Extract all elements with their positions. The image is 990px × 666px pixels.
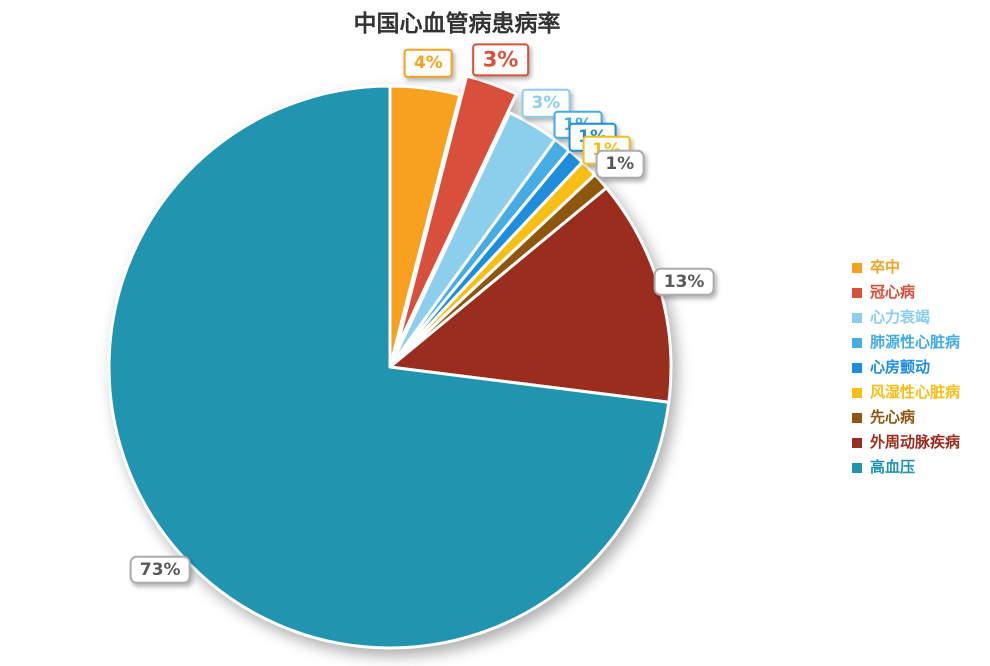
legend-item-先心病[interactable]: 先心病 — [852, 405, 960, 430]
legend-label-风湿性心脏病: 风湿性心脏病 — [870, 383, 961, 401]
legend-label-肺源性心脏病: 肺源性心脏病 — [870, 333, 961, 351]
legend-item-卒中[interactable]: 卒中 — [852, 255, 960, 280]
legend-swatch-高血压 — [852, 462, 862, 473]
legend-item-冠心病[interactable]: 冠心病 — [852, 280, 960, 305]
legend-label-心力衰竭: 心力衰竭 — [870, 308, 931, 326]
legend-label-冠心病: 冠心病 — [870, 283, 916, 301]
legend-item-心力衰竭[interactable]: 心力衰竭 — [852, 305, 960, 330]
legend-label-卒中: 卒中 — [870, 258, 901, 276]
pie-slice-高血压[interactable] — [107, 84, 671, 650]
legend-item-风湿性心脏病[interactable]: 风湿性心脏病 — [852, 380, 960, 405]
legend-item-心房颤动[interactable]: 心房颤动 — [852, 355, 960, 380]
legend-swatch-肺源性心脏病 — [852, 337, 862, 348]
legend-swatch-风湿性心脏病 — [852, 387, 862, 398]
legend-item-肺源性心脏病[interactable]: 肺源性心脏病 — [852, 330, 960, 355]
legend-swatch-先心病 — [852, 412, 862, 423]
legend-swatch-冠心病 — [852, 287, 862, 298]
legend-label-心房颤动: 心房颤动 — [870, 358, 931, 376]
legend-item-高血压[interactable]: 高血压 — [852, 455, 960, 480]
legend: 卒中冠心病心力衰竭肺源性心脏病 心房颤动风湿性心脏病 先心病外周动脉疾病 高血压 — [852, 255, 960, 480]
legend-item-外周动脉疾病[interactable]: 外周动脉疾病 — [852, 430, 960, 455]
pie-slice-冠心病[interactable] — [395, 74, 518, 350]
legend-label-外周动脉疾病: 外周动脉疾病 — [870, 433, 961, 451]
chart-title: 中国心血管病患病率 — [353, 11, 561, 37]
legend-swatch-心房颤动 — [852, 362, 862, 373]
legend-swatch-心力衰竭 — [852, 312, 862, 323]
legend-label-先心病: 先心病 — [870, 408, 916, 426]
legend-label-高血压: 高血压 — [870, 458, 916, 476]
legend-swatch-外周动脉疾病 — [852, 437, 862, 448]
legend-swatch-卒中 — [852, 262, 862, 273]
